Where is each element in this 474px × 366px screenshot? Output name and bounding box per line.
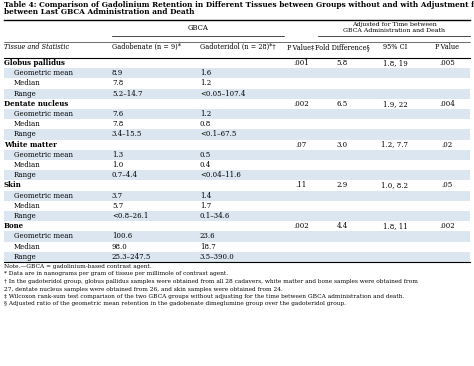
Text: Table 4: Comparison of Gadolinium Retention in Different Tissues between Groups : Table 4: Comparison of Gadolinium Retent… bbox=[4, 1, 474, 9]
Text: Median: Median bbox=[14, 120, 41, 128]
Text: Range: Range bbox=[14, 212, 37, 220]
Text: Globus pallidus: Globus pallidus bbox=[4, 59, 65, 67]
Text: 8.9: 8.9 bbox=[112, 69, 123, 77]
Text: Bone: Bone bbox=[4, 222, 24, 230]
Bar bbox=[4, 252, 470, 262]
Text: .001: .001 bbox=[293, 59, 309, 67]
Text: 1.0, 8.2: 1.0, 8.2 bbox=[382, 182, 409, 189]
Text: P Value: P Value bbox=[435, 43, 459, 51]
Text: 5.2–14.7: 5.2–14.7 bbox=[112, 90, 143, 98]
Text: Note.—GBCA = gadolinium-based contrast agent.: Note.—GBCA = gadolinium-based contrast a… bbox=[4, 264, 152, 269]
Text: 95% CI: 95% CI bbox=[383, 43, 407, 51]
Text: 5.8: 5.8 bbox=[337, 59, 347, 67]
Text: .005: .005 bbox=[439, 59, 455, 67]
Text: Range: Range bbox=[14, 253, 37, 261]
Text: 27, dentate nucleus samples were obtained from 26, and skin samples were obtaine: 27, dentate nucleus samples were obtaine… bbox=[4, 287, 283, 291]
Text: 1.0: 1.0 bbox=[112, 161, 123, 169]
Text: .002: .002 bbox=[293, 100, 309, 108]
Text: 0.1–34.6: 0.1–34.6 bbox=[200, 212, 230, 220]
Text: Fold Difference§: Fold Difference§ bbox=[315, 43, 369, 51]
Text: Median: Median bbox=[14, 161, 41, 169]
Text: .07: .07 bbox=[295, 141, 307, 149]
Bar bbox=[4, 170, 470, 180]
Text: Geometric mean: Geometric mean bbox=[14, 191, 73, 199]
Text: 3.0: 3.0 bbox=[337, 141, 347, 149]
Text: 7.6: 7.6 bbox=[112, 110, 123, 118]
Bar bbox=[4, 68, 470, 78]
Text: 23.6: 23.6 bbox=[200, 232, 216, 240]
Text: 7.8: 7.8 bbox=[112, 120, 123, 128]
Text: 18.7: 18.7 bbox=[200, 243, 216, 251]
Bar bbox=[4, 150, 470, 160]
Text: <0.8–26.1: <0.8–26.1 bbox=[112, 212, 148, 220]
Text: 1.9, 22: 1.9, 22 bbox=[383, 100, 407, 108]
Text: 5.7: 5.7 bbox=[112, 202, 123, 210]
Text: 1.2: 1.2 bbox=[200, 110, 211, 118]
Text: Median: Median bbox=[14, 79, 41, 87]
Text: 4.4: 4.4 bbox=[337, 222, 347, 230]
Text: Range: Range bbox=[14, 90, 37, 98]
Text: P Value‡: P Value‡ bbox=[287, 43, 315, 51]
Text: 2.9: 2.9 bbox=[337, 182, 347, 189]
Bar bbox=[4, 231, 470, 242]
Text: 1.3: 1.3 bbox=[112, 151, 123, 159]
Text: 1.6: 1.6 bbox=[200, 69, 211, 77]
Text: .002: .002 bbox=[439, 222, 455, 230]
Text: 1.8, 11: 1.8, 11 bbox=[383, 222, 407, 230]
Bar bbox=[4, 89, 470, 99]
Text: 25.3–247.5: 25.3–247.5 bbox=[112, 253, 151, 261]
Text: <0.04–11.6: <0.04–11.6 bbox=[200, 171, 241, 179]
Text: 3.5–390.0: 3.5–390.0 bbox=[200, 253, 235, 261]
Text: .05: .05 bbox=[441, 182, 453, 189]
Text: 3.4–15.5: 3.4–15.5 bbox=[112, 130, 142, 138]
Text: 0.8: 0.8 bbox=[200, 120, 211, 128]
Text: 98.0: 98.0 bbox=[112, 243, 128, 251]
Text: † In the gadoteridol group, globus pallidus samples were obtained from all 28 ca: † In the gadoteridol group, globus palli… bbox=[4, 279, 418, 284]
Text: White matter: White matter bbox=[4, 141, 57, 149]
Text: Adjusted for Time between
GBCA Administration and Death: Adjusted for Time between GBCA Administr… bbox=[343, 22, 445, 33]
Text: 1.4: 1.4 bbox=[200, 191, 211, 199]
Text: Geometric mean: Geometric mean bbox=[14, 110, 73, 118]
Text: .02: .02 bbox=[441, 141, 453, 149]
Text: <0.1–67.5: <0.1–67.5 bbox=[200, 130, 237, 138]
Text: Range: Range bbox=[14, 130, 37, 138]
Text: .004: .004 bbox=[439, 100, 455, 108]
Text: 6.5: 6.5 bbox=[337, 100, 347, 108]
Text: Skin: Skin bbox=[4, 182, 22, 189]
Text: 1.2: 1.2 bbox=[200, 79, 211, 87]
Text: Geometric mean: Geometric mean bbox=[14, 232, 73, 240]
Text: .002: .002 bbox=[293, 222, 309, 230]
Text: 0.7–4.4: 0.7–4.4 bbox=[112, 171, 138, 179]
Text: Geometric mean: Geometric mean bbox=[14, 69, 73, 77]
Text: § Adjusted ratio of the geometric mean retention in the gadobenate dimeglumine g: § Adjusted ratio of the geometric mean r… bbox=[4, 302, 346, 306]
Text: 1.7: 1.7 bbox=[200, 202, 211, 210]
Text: 0.5: 0.5 bbox=[200, 151, 211, 159]
Text: between Last GBCA Administration and Death: between Last GBCA Administration and Dea… bbox=[4, 8, 194, 16]
Text: Gadobenate (n = 9)*: Gadobenate (n = 9)* bbox=[112, 43, 181, 51]
Text: 3.7: 3.7 bbox=[112, 191, 123, 199]
Text: Median: Median bbox=[14, 202, 41, 210]
Bar bbox=[4, 130, 470, 139]
Text: ‡ Wilcoxon rank-sum test comparison of the two GBCA groups without adjusting for: ‡ Wilcoxon rank-sum test comparison of t… bbox=[4, 294, 404, 299]
Text: 1.2, 7.7: 1.2, 7.7 bbox=[382, 141, 409, 149]
Text: .11: .11 bbox=[295, 182, 307, 189]
Text: GBCA: GBCA bbox=[188, 24, 209, 32]
Bar bbox=[4, 211, 470, 221]
Text: Gadoteridol (n = 28)*†: Gadoteridol (n = 28)*† bbox=[200, 43, 275, 51]
Text: * Data are in nanograms per gram of tissue per millimole of contrast agent.: * Data are in nanograms per gram of tiss… bbox=[4, 272, 228, 276]
Text: Tissue and Statistic: Tissue and Statistic bbox=[4, 43, 69, 51]
Text: <0.05–107.4: <0.05–107.4 bbox=[200, 90, 246, 98]
Text: Dentate nucleus: Dentate nucleus bbox=[4, 100, 68, 108]
Text: 1.8, 19: 1.8, 19 bbox=[383, 59, 407, 67]
Bar bbox=[4, 191, 470, 201]
Text: 0.4: 0.4 bbox=[200, 161, 211, 169]
Text: 7.8: 7.8 bbox=[112, 79, 123, 87]
Text: Geometric mean: Geometric mean bbox=[14, 151, 73, 159]
Text: Range: Range bbox=[14, 171, 37, 179]
Bar bbox=[4, 109, 470, 119]
Text: Median: Median bbox=[14, 243, 41, 251]
Text: 100.6: 100.6 bbox=[112, 232, 132, 240]
